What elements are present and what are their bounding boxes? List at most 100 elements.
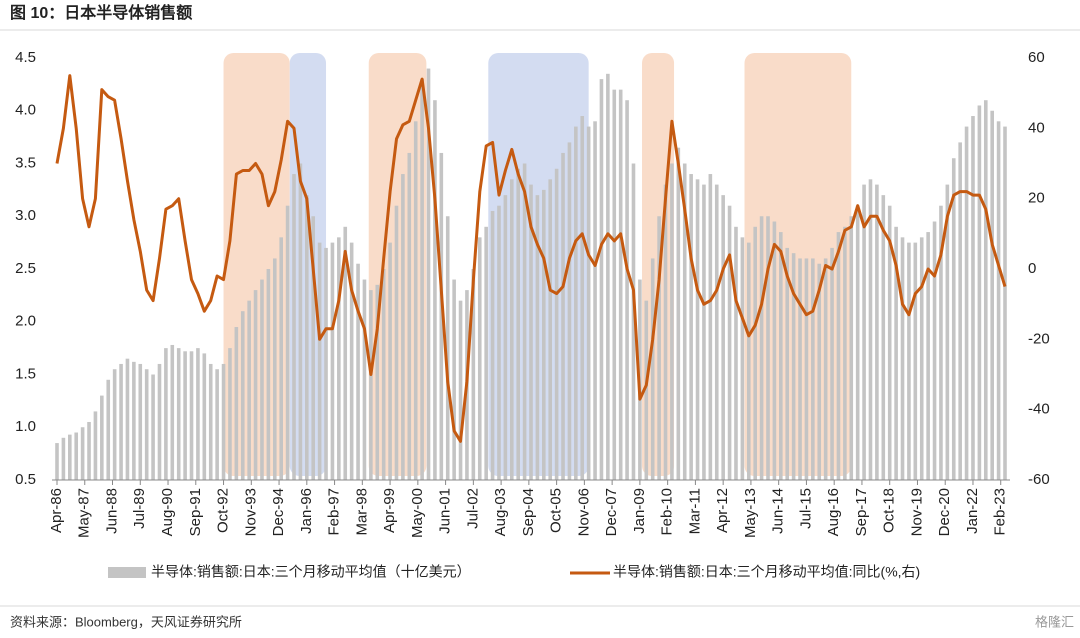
bar [68, 434, 72, 480]
x-tick-label: Nov-93 [242, 488, 259, 536]
legend-label: 半导体:销售额:日本:三个月移动平均值（十亿美元） [151, 564, 471, 580]
x-tick-label: Jun-88 [103, 488, 120, 534]
bar [676, 147, 681, 481]
bar [689, 174, 693, 481]
bar [823, 258, 828, 480]
bar [452, 279, 456, 480]
bar [330, 242, 335, 480]
bar [240, 311, 245, 480]
bar [87, 421, 91, 480]
bar [324, 247, 328, 480]
bar [509, 179, 514, 480]
bar [260, 279, 264, 480]
bar [413, 121, 418, 481]
bar [695, 179, 700, 480]
bar [772, 221, 777, 480]
x-tick-label: Jan-22 [964, 488, 981, 534]
bar [766, 216, 770, 480]
bar [317, 242, 322, 480]
bar [388, 242, 392, 480]
bar [61, 437, 66, 480]
bar [670, 163, 674, 480]
bar [93, 411, 98, 480]
bar [138, 363, 143, 480]
bar [759, 216, 764, 480]
x-tick-label: Dec-94 [270, 488, 287, 536]
x-tick-label: Jun-01 [437, 488, 454, 534]
x-tick-label: May-87 [76, 488, 93, 538]
bar [497, 205, 501, 480]
bar [202, 353, 207, 480]
bar [1003, 126, 1007, 480]
bar [734, 226, 738, 480]
bar [144, 369, 149, 480]
y-tick-label: 0.5 [15, 471, 36, 488]
bar [900, 237, 905, 480]
chart-title: 图 10：日本半导体销售额 [10, 3, 192, 22]
bar [266, 269, 271, 480]
y-tick-label: 4.5 [15, 49, 36, 66]
bar [381, 269, 386, 480]
bar [356, 263, 360, 480]
x-tick-label: Aug-90 [159, 488, 176, 536]
bar [580, 116, 585, 481]
bar [951, 158, 956, 480]
bar [913, 242, 918, 480]
x-tick-label: Sep-17 [853, 488, 870, 536]
bar [542, 189, 546, 480]
bar [471, 269, 476, 480]
x-tick-label: Dec-20 [936, 488, 953, 536]
bar [176, 348, 181, 480]
bar [362, 279, 367, 480]
x-tick-label: Aug-16 [825, 488, 842, 536]
bar [855, 205, 860, 480]
x-tick-label: Apr-99 [381, 488, 398, 533]
bar [151, 374, 155, 480]
y-tick-label: 3.0 [15, 207, 36, 224]
bar [407, 152, 412, 480]
bar [958, 142, 962, 480]
bar [112, 369, 117, 480]
bar [785, 247, 790, 480]
bar [746, 242, 751, 480]
bar [919, 237, 924, 480]
x-tick-label: Mar-98 [353, 488, 370, 536]
bar [875, 184, 879, 480]
bar [830, 247, 834, 480]
bar [516, 168, 520, 480]
bar [990, 110, 994, 480]
bar [490, 210, 495, 480]
bar [394, 205, 399, 480]
bar [971, 116, 975, 481]
bar [657, 216, 661, 480]
bar [80, 427, 85, 480]
bar [702, 184, 706, 480]
x-tick-label: Oct-18 [881, 488, 898, 533]
bar [522, 163, 527, 480]
x-tick-label: Aug-03 [492, 488, 509, 536]
y-tick-label: 1.0 [15, 418, 36, 435]
bar [554, 168, 559, 480]
bar [843, 226, 847, 480]
x-tick-label: Jan-96 [298, 488, 315, 534]
bar [106, 379, 111, 480]
bar [593, 121, 597, 481]
bar [535, 195, 540, 480]
bar [343, 226, 348, 480]
bar [868, 179, 873, 480]
bar [247, 300, 251, 480]
bar [55, 443, 59, 480]
bar [894, 226, 898, 480]
bar [183, 351, 187, 480]
bar [887, 205, 892, 480]
bar [458, 300, 463, 480]
x-tick-label: Sep-91 [187, 488, 204, 536]
bar [439, 152, 444, 480]
bar [157, 363, 162, 480]
x-tick-label: Oct-92 [215, 488, 232, 533]
bar [599, 79, 604, 480]
x-tick-label: Oct-05 [548, 488, 565, 533]
bar [964, 126, 969, 480]
bar [862, 184, 866, 480]
